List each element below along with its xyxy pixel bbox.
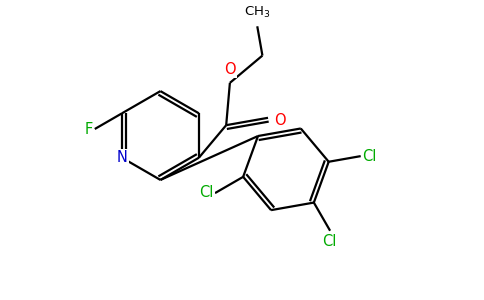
Text: Cl: Cl [322,234,337,249]
Text: O: O [224,62,236,77]
Text: Cl: Cl [199,185,213,200]
Text: F: F [84,122,92,136]
Text: N: N [117,150,127,165]
Text: CH$_3$: CH$_3$ [244,5,271,20]
Text: Cl: Cl [362,149,377,164]
Text: O: O [274,113,286,128]
